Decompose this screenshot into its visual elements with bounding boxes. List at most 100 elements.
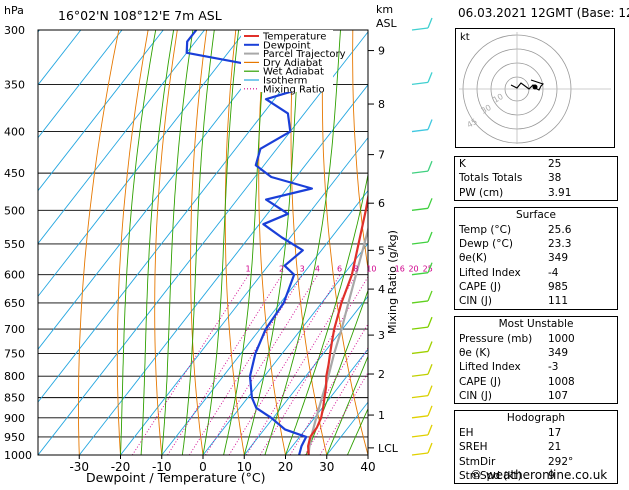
- mixing-ratio-line: [189, 275, 302, 455]
- pressure-tick-700: 700: [4, 323, 25, 336]
- isotherm: [0, 30, 205, 455]
- temp-tick-30: 30: [319, 460, 334, 474]
- wind-barb-flag-500: [428, 198, 432, 208]
- pressure-tick-400: 400: [4, 126, 25, 139]
- km-tick-5: 5: [378, 244, 385, 257]
- wind-barb-flag-850: [428, 386, 432, 396]
- dry-adiabat: [225, 30, 244, 455]
- row-surface-dewp: Dewp (°C)23.3: [455, 237, 617, 251]
- km-label: km: [376, 3, 393, 16]
- hodograph-unit-label: kt: [460, 32, 470, 43]
- km-tick-3: 3: [378, 329, 385, 342]
- wind-barb-450: [412, 171, 428, 173]
- wind-barb-1000: [412, 453, 428, 455]
- row-mu-thetae: θe (K)349: [455, 346, 617, 360]
- wind-barb-flag-1000: [428, 443, 432, 453]
- surface-box: Surface Temp (°C)25.6 Dewp (°C)23.3 θe(K…: [454, 207, 618, 310]
- wind-barb-500: [412, 208, 428, 210]
- wind-barb-flag-750: [428, 341, 432, 351]
- wind-barb-flag-650: [428, 291, 432, 301]
- most-unstable-title: Most Unstable: [455, 317, 617, 332]
- pressure-tick-1000: 1000: [4, 449, 32, 462]
- row-mu-cin: CIN (J)107: [455, 389, 617, 403]
- pressure-tick-900: 900: [4, 412, 25, 425]
- km-tick-4: 4: [378, 283, 385, 296]
- surface-title: Surface: [455, 208, 617, 223]
- km-tick-6: 6: [378, 197, 385, 210]
- wind-barb-flag-300: [428, 18, 432, 28]
- wind-barbs: [412, 18, 432, 455]
- wind-barb-550: [412, 242, 428, 244]
- mixing-ratio-label-1: 1: [246, 265, 251, 274]
- isotherm: [162, 30, 494, 455]
- pressure-tick-450: 450: [4, 167, 25, 180]
- row-surface-cape: CAPE (J)985: [455, 280, 617, 294]
- asl-label: ASL: [376, 17, 398, 30]
- wind-barb-flag-350: [428, 72, 432, 82]
- wind-barb-950: [412, 435, 428, 437]
- mixing-ratio-label-6: 6: [337, 265, 342, 274]
- pressure-tick-750: 750: [4, 347, 25, 360]
- wind-barb-flag-800: [428, 364, 432, 374]
- storm-motion-marker: [533, 85, 538, 90]
- row-surface-temp: Temp (°C)25.6: [455, 223, 617, 237]
- mixing-ratio-axis-title: Mixing Ratio (g/kg): [386, 230, 399, 334]
- mixing-ratio-label-20: 20: [408, 265, 418, 274]
- mixing-ratio-label-2: 2: [279, 265, 284, 274]
- row-surface-cin: CIN (J)111: [455, 294, 617, 308]
- pressure-tick-500: 500: [4, 204, 25, 217]
- km-tick-LCL: LCL: [378, 442, 399, 455]
- km-tick-2: 2: [378, 368, 385, 381]
- wind-barb-300: [412, 28, 428, 30]
- mixing-ratio-label-8: 8: [353, 265, 358, 274]
- pressure-tick-600: 600: [4, 269, 25, 282]
- km-tick-9: 9: [378, 45, 385, 58]
- pressure-tick-650: 650: [4, 297, 25, 310]
- wind-barb-350: [412, 82, 428, 84]
- wind-barb-flag-400: [428, 120, 432, 130]
- dry-adiabat: [117, 30, 148, 455]
- row-pw: PW (cm)3.91: [455, 186, 617, 200]
- wind-barb-flag-550: [428, 232, 432, 242]
- wind-barb-700: [412, 327, 428, 329]
- mixing-ratio-label-3: 3: [300, 265, 305, 274]
- temp-tick-40: 40: [360, 460, 375, 474]
- temp-tick-20: 20: [278, 460, 293, 474]
- x-axis-title: Dewpoint / Temperature (°C): [86, 470, 265, 485]
- km-tick-7: 7: [378, 149, 385, 162]
- wind-barb-400: [412, 130, 428, 132]
- dry-adiabat: [79, 30, 119, 455]
- row-surface-thetae: θe(K)349: [455, 251, 617, 265]
- row-mu-pressure: Pressure (mb)1000: [455, 332, 617, 346]
- wet-adiabat: [121, 30, 156, 455]
- wind-barb-800: [412, 374, 428, 376]
- row-mu-lifted-index: Lifted Index-3: [455, 360, 617, 374]
- wind-barb-750: [412, 351, 428, 353]
- mixing-ratio-line: [260, 275, 369, 455]
- hodograph: kt 10 30 45: [455, 28, 615, 148]
- pressure-tick-850: 850: [4, 392, 25, 405]
- pressure-tick-950: 950: [4, 431, 25, 444]
- mixing-ratio-label-4: 4: [315, 265, 320, 274]
- location-title: 16°02'N 108°12'E 7m ASL: [58, 8, 222, 23]
- wind-barb-900: [412, 416, 428, 418]
- row-surface-lifted-index: Lifted Index-4: [455, 266, 617, 280]
- wind-barb-850: [412, 396, 428, 398]
- wet-adiabat: [162, 30, 193, 455]
- wind-barb-flag-900: [428, 406, 432, 416]
- pressure-tick-800: 800: [4, 370, 25, 383]
- credit-label: © weatheronline.co.uk: [470, 468, 607, 482]
- hpa-label: hPa: [4, 4, 24, 17]
- wind-barb-flag-450: [428, 161, 432, 171]
- datetime-label: 06.03.2021 12GMT (Base: 12): [458, 6, 629, 20]
- mixing-ratio-label-10: 10: [366, 265, 376, 274]
- row-mu-cape: CAPE (J)1008: [455, 375, 617, 389]
- legend-label-6: Mixing Ratio: [263, 84, 325, 95]
- most-unstable-box: Most Unstable Pressure (mb)1000 θe (K)34…: [454, 316, 618, 404]
